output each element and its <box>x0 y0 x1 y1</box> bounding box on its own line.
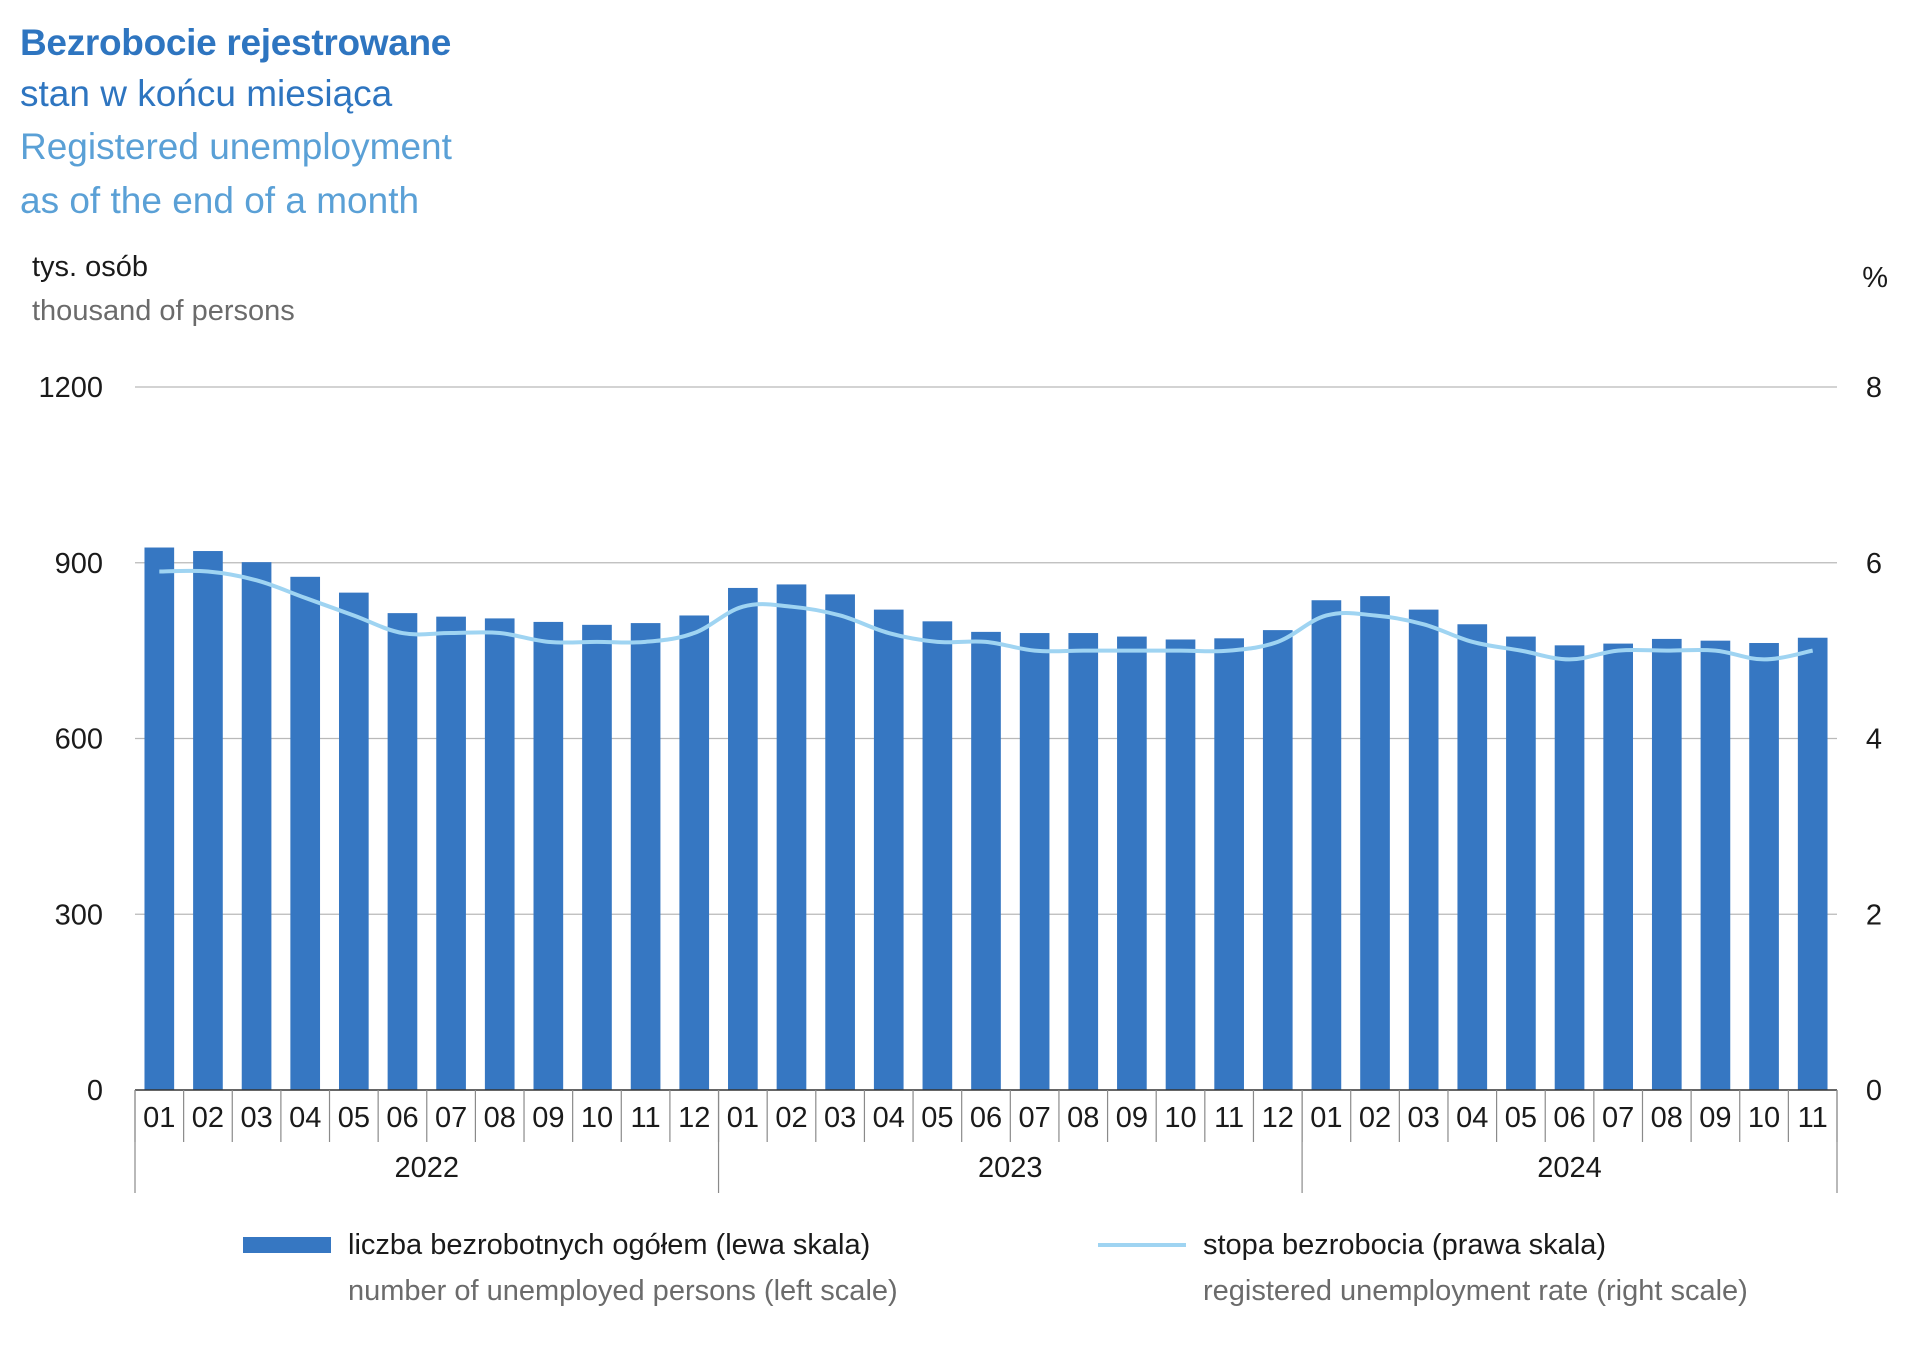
x-tick-label: 12 <box>678 1102 710 1134</box>
x-tick-label: 06 <box>970 1102 1002 1134</box>
x-tick-label: 07 <box>1602 1102 1634 1134</box>
bar <box>436 616 466 1090</box>
x-tick-label: 07 <box>435 1102 467 1134</box>
y-right-tick-label: 6 <box>1866 548 1882 580</box>
legend-label-bars-pl: liczba bezrobotnych ogółem (lewa skala) <box>348 1229 871 1261</box>
y-right-tick-label: 4 <box>1866 724 1882 756</box>
x-tick-label: 12 <box>1262 1102 1294 1134</box>
bar <box>1797 637 1828 1090</box>
bar <box>1262 630 1293 1090</box>
chart-title-block: Bezrobocie rejestrowane stan w końcu mie… <box>20 18 452 228</box>
bar <box>533 621 564 1090</box>
y-left-tick-label: 300 <box>55 899 103 931</box>
bar <box>1117 636 1147 1090</box>
bar <box>1019 633 1050 1090</box>
legend-label-bars-en: number of unemployed persons (left scale… <box>348 1275 898 1307</box>
bar <box>679 615 710 1090</box>
y-left-tick-label: 600 <box>55 724 103 756</box>
year-label: 2022 <box>395 1152 460 1184</box>
left-axis-unit-pl: tys. osób <box>32 251 149 283</box>
bar <box>338 592 369 1090</box>
bar <box>241 562 272 1090</box>
bar <box>1554 645 1585 1090</box>
bar <box>484 618 515 1090</box>
bar <box>1457 624 1488 1090</box>
legend-label-line-en: registered unemployment rate (right scal… <box>1203 1275 1748 1307</box>
year-label: 2024 <box>1537 1152 1602 1184</box>
left-axis-unit-en: thousand of persons <box>32 295 295 327</box>
bar <box>582 624 612 1090</box>
bar <box>144 547 175 1090</box>
x-tick-label: 10 <box>1748 1102 1780 1134</box>
legend-swatch-line <box>1098 1243 1186 1247</box>
x-tick-label: 06 <box>386 1102 418 1134</box>
x-tick-label: 04 <box>289 1102 321 1134</box>
bar <box>1311 600 1342 1090</box>
y-right-tick-label: 2 <box>1866 899 1882 931</box>
bar <box>1603 643 1634 1090</box>
bar <box>922 621 953 1090</box>
bar <box>1749 643 1779 1090</box>
x-tick-label: 02 <box>1359 1102 1391 1134</box>
x-tick-label: 05 <box>338 1102 370 1134</box>
bar <box>387 613 418 1090</box>
bar <box>193 551 223 1090</box>
x-tick-label: 01 <box>727 1102 759 1134</box>
bar <box>825 594 855 1090</box>
x-tick-label: 07 <box>1018 1102 1050 1134</box>
chart-title-en: Registered unemployment <box>20 126 452 167</box>
bar <box>873 609 904 1090</box>
x-tick-label: 09 <box>1699 1102 1731 1134</box>
x-tick-label: 08 <box>1067 1102 1099 1134</box>
x-tick-label: 08 <box>1651 1102 1683 1134</box>
x-tick-label: 09 <box>1116 1102 1148 1134</box>
x-tick-label: 02 <box>192 1102 224 1134</box>
x-tick-label: 03 <box>824 1102 856 1134</box>
x-tick-label: 01 <box>143 1102 175 1134</box>
bar <box>728 587 758 1090</box>
bar <box>1700 640 1731 1090</box>
x-tick-label: 10 <box>581 1102 613 1134</box>
year-label: 2023 <box>978 1152 1043 1184</box>
bar <box>776 584 807 1090</box>
x-tick-label: 11 <box>631 1102 661 1134</box>
bar <box>1068 633 1099 1090</box>
left-axis-unit: tys. osób thousand of persons <box>32 245 295 333</box>
x-tick-label: 10 <box>1164 1102 1196 1134</box>
x-tick-label: 03 <box>1408 1102 1440 1134</box>
bar <box>971 631 1001 1090</box>
x-tick-label: 04 <box>1456 1102 1488 1134</box>
x-tick-label: 01 <box>1310 1102 1342 1134</box>
y-left-tick-label: 1200 <box>38 372 103 404</box>
x-tick-label: 09 <box>532 1102 564 1134</box>
x-tick-label: 06 <box>1553 1102 1585 1134</box>
bar <box>1408 609 1439 1090</box>
right-axis-unit: % <box>1862 262 1888 294</box>
x-tick-label: 08 <box>484 1102 516 1134</box>
bar <box>1360 596 1390 1090</box>
y-right-tick-label: 0 <box>1866 1075 1882 1107</box>
bar <box>1506 636 1536 1090</box>
y-left-tick-label: 900 <box>55 548 103 580</box>
bar <box>1651 638 1682 1090</box>
x-tick-label: 03 <box>240 1102 272 1134</box>
x-tick-label: 04 <box>873 1102 905 1134</box>
chart-subtitle-pl: stan w końcu miesiąca <box>20 73 393 114</box>
bar <box>1214 638 1244 1090</box>
y-left-tick-label: 0 <box>87 1075 103 1107</box>
x-tick-label: 05 <box>1505 1102 1537 1134</box>
x-tick-label: 11 <box>1214 1102 1244 1134</box>
legend-swatch-bars <box>243 1237 331 1253</box>
bar <box>1165 639 1196 1090</box>
bar <box>630 623 661 1090</box>
chart-title-pl: Bezrobocie rejestrowane <box>20 22 452 63</box>
chart-subtitle-en: as of the end of a month <box>20 180 420 221</box>
bar <box>290 576 321 1090</box>
x-tick-label: 02 <box>775 1102 807 1134</box>
x-tick-label: 05 <box>921 1102 953 1134</box>
x-tick-label: 11 <box>1798 1102 1828 1134</box>
y-right-tick-label: 8 <box>1866 372 1882 404</box>
legend-label-line-pl: stopa bezrobocia (prawa skala) <box>1203 1229 1606 1261</box>
